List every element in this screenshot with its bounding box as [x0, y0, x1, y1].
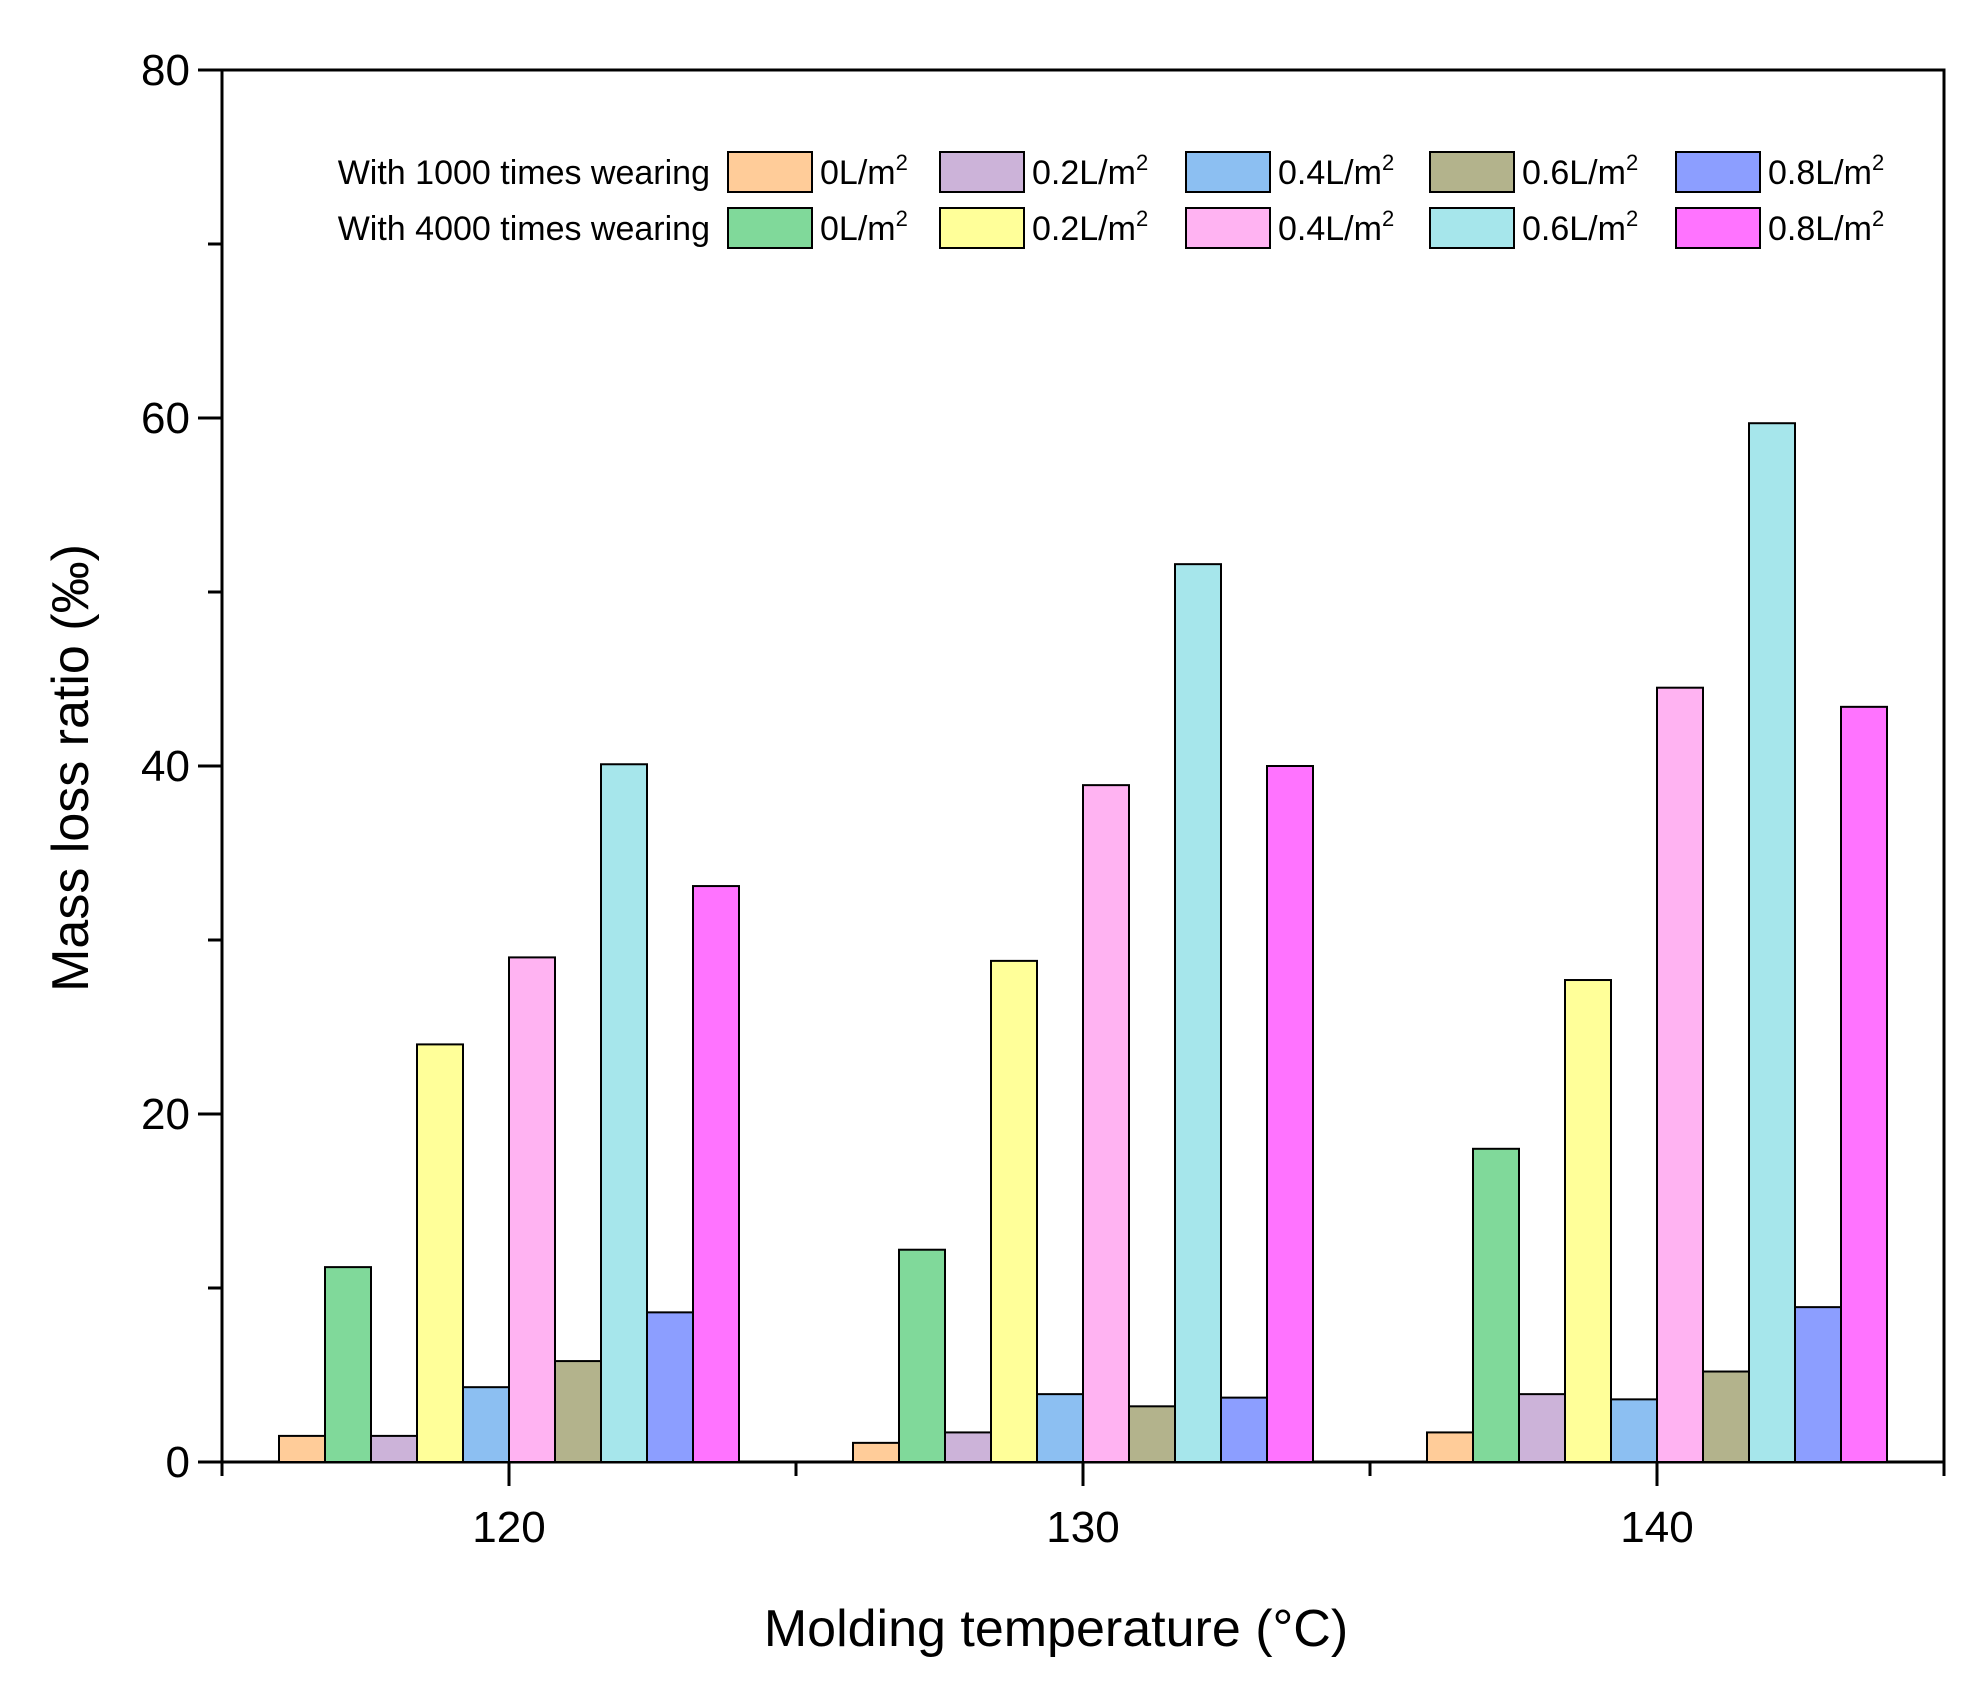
- legend-swatch: [727, 207, 813, 249]
- bar: [1036, 1393, 1084, 1464]
- legend-label: 0.6L/m2: [1522, 206, 1638, 248]
- bar: [1174, 563, 1222, 1463]
- x-tick-label: 140: [1620, 1503, 1693, 1552]
- y-tick-label: 0: [166, 1438, 190, 1487]
- legend-label-superscript: 2: [1626, 150, 1638, 175]
- legend-label: 0.4L/m2: [1278, 206, 1394, 248]
- y-axis-title: Mass loss ratio (‰): [42, 544, 100, 992]
- legend-swatch: [939, 151, 1025, 193]
- legend-label-superscript: 2: [1382, 150, 1394, 175]
- y-tick-label: 40: [141, 742, 190, 791]
- legend-label-superscript: 2: [1626, 206, 1638, 231]
- legend: With 1000 times wearing With 4000 times w…: [338, 150, 1884, 249]
- legend-group-label: With 1000 times wearing: [338, 154, 710, 192]
- legend-swatch: [1185, 207, 1271, 249]
- legend-label-superscript: 2: [1136, 150, 1148, 175]
- bar: [370, 1434, 418, 1464]
- bar: [1128, 1405, 1176, 1463]
- legend-label: 0.6L/m2: [1522, 150, 1638, 192]
- axes-layer: 0 20 40 60 80 120 130 140: [141, 46, 1946, 1552]
- bar: [1748, 422, 1796, 1464]
- legend-swatch: [1429, 151, 1515, 193]
- legend-label: 0.4L/m2: [1278, 150, 1394, 192]
- x-tick-label: 130: [1046, 1503, 1119, 1552]
- bar: [1082, 784, 1130, 1463]
- bar: [600, 763, 648, 1463]
- legend-label-superscript: 2: [896, 206, 908, 231]
- legend-label-superscript: 2: [896, 150, 908, 175]
- legend-label-superscript: 2: [1872, 150, 1884, 175]
- bar: [1840, 705, 1888, 1463]
- legend-label-superscript: 2: [1136, 206, 1148, 231]
- bar: [990, 959, 1038, 1463]
- bar: [646, 1311, 694, 1463]
- bar: [1702, 1370, 1750, 1464]
- legend-group-label: With 4000 times wearing: [338, 210, 710, 248]
- y-tick-label: 60: [141, 394, 190, 443]
- legend-label: 0.2L/m2: [1032, 150, 1148, 192]
- bars-layer: [278, 422, 1888, 1464]
- x-tick-label: 120: [472, 1503, 545, 1552]
- bar: [1266, 765, 1314, 1463]
- legend-swatch: [1185, 151, 1271, 193]
- bar: [1656, 686, 1704, 1463]
- bar: [508, 956, 556, 1464]
- bar: [898, 1248, 946, 1463]
- legend-label: 0.8L/m2: [1768, 206, 1884, 248]
- legend-label: 0.8L/m2: [1768, 150, 1884, 192]
- legend-label: 0L/m2: [820, 150, 908, 192]
- bar: [462, 1386, 510, 1464]
- legend-swatch: [1675, 207, 1761, 249]
- bar: [1518, 1393, 1566, 1464]
- legend-label-superscript: 2: [1382, 206, 1394, 231]
- legend-swatch: [1429, 207, 1515, 249]
- bar: [1794, 1306, 1842, 1464]
- bar: [1472, 1147, 1520, 1464]
- legend-swatch: [727, 151, 813, 193]
- y-tick-label: 20: [141, 1090, 190, 1139]
- legend-swatch: [1675, 151, 1761, 193]
- bar: [852, 1441, 900, 1463]
- bar: [944, 1431, 992, 1464]
- bar: [1564, 979, 1612, 1464]
- legend-swatch: [939, 207, 1025, 249]
- bar: [1426, 1431, 1474, 1464]
- bar: [1610, 1398, 1658, 1463]
- bar: [278, 1434, 326, 1464]
- legend-label: 0L/m2: [820, 206, 908, 248]
- bar: [1220, 1396, 1268, 1463]
- x-axis-title: Molding temperature (°C): [764, 1600, 1348, 1658]
- bar: [416, 1043, 464, 1464]
- y-tick-label: 80: [141, 46, 190, 95]
- legend-label-superscript: 2: [1872, 206, 1884, 231]
- bar: [554, 1360, 602, 1463]
- bar: [324, 1266, 372, 1463]
- bar: [692, 885, 740, 1463]
- legend-label: 0.2L/m2: [1032, 206, 1148, 248]
